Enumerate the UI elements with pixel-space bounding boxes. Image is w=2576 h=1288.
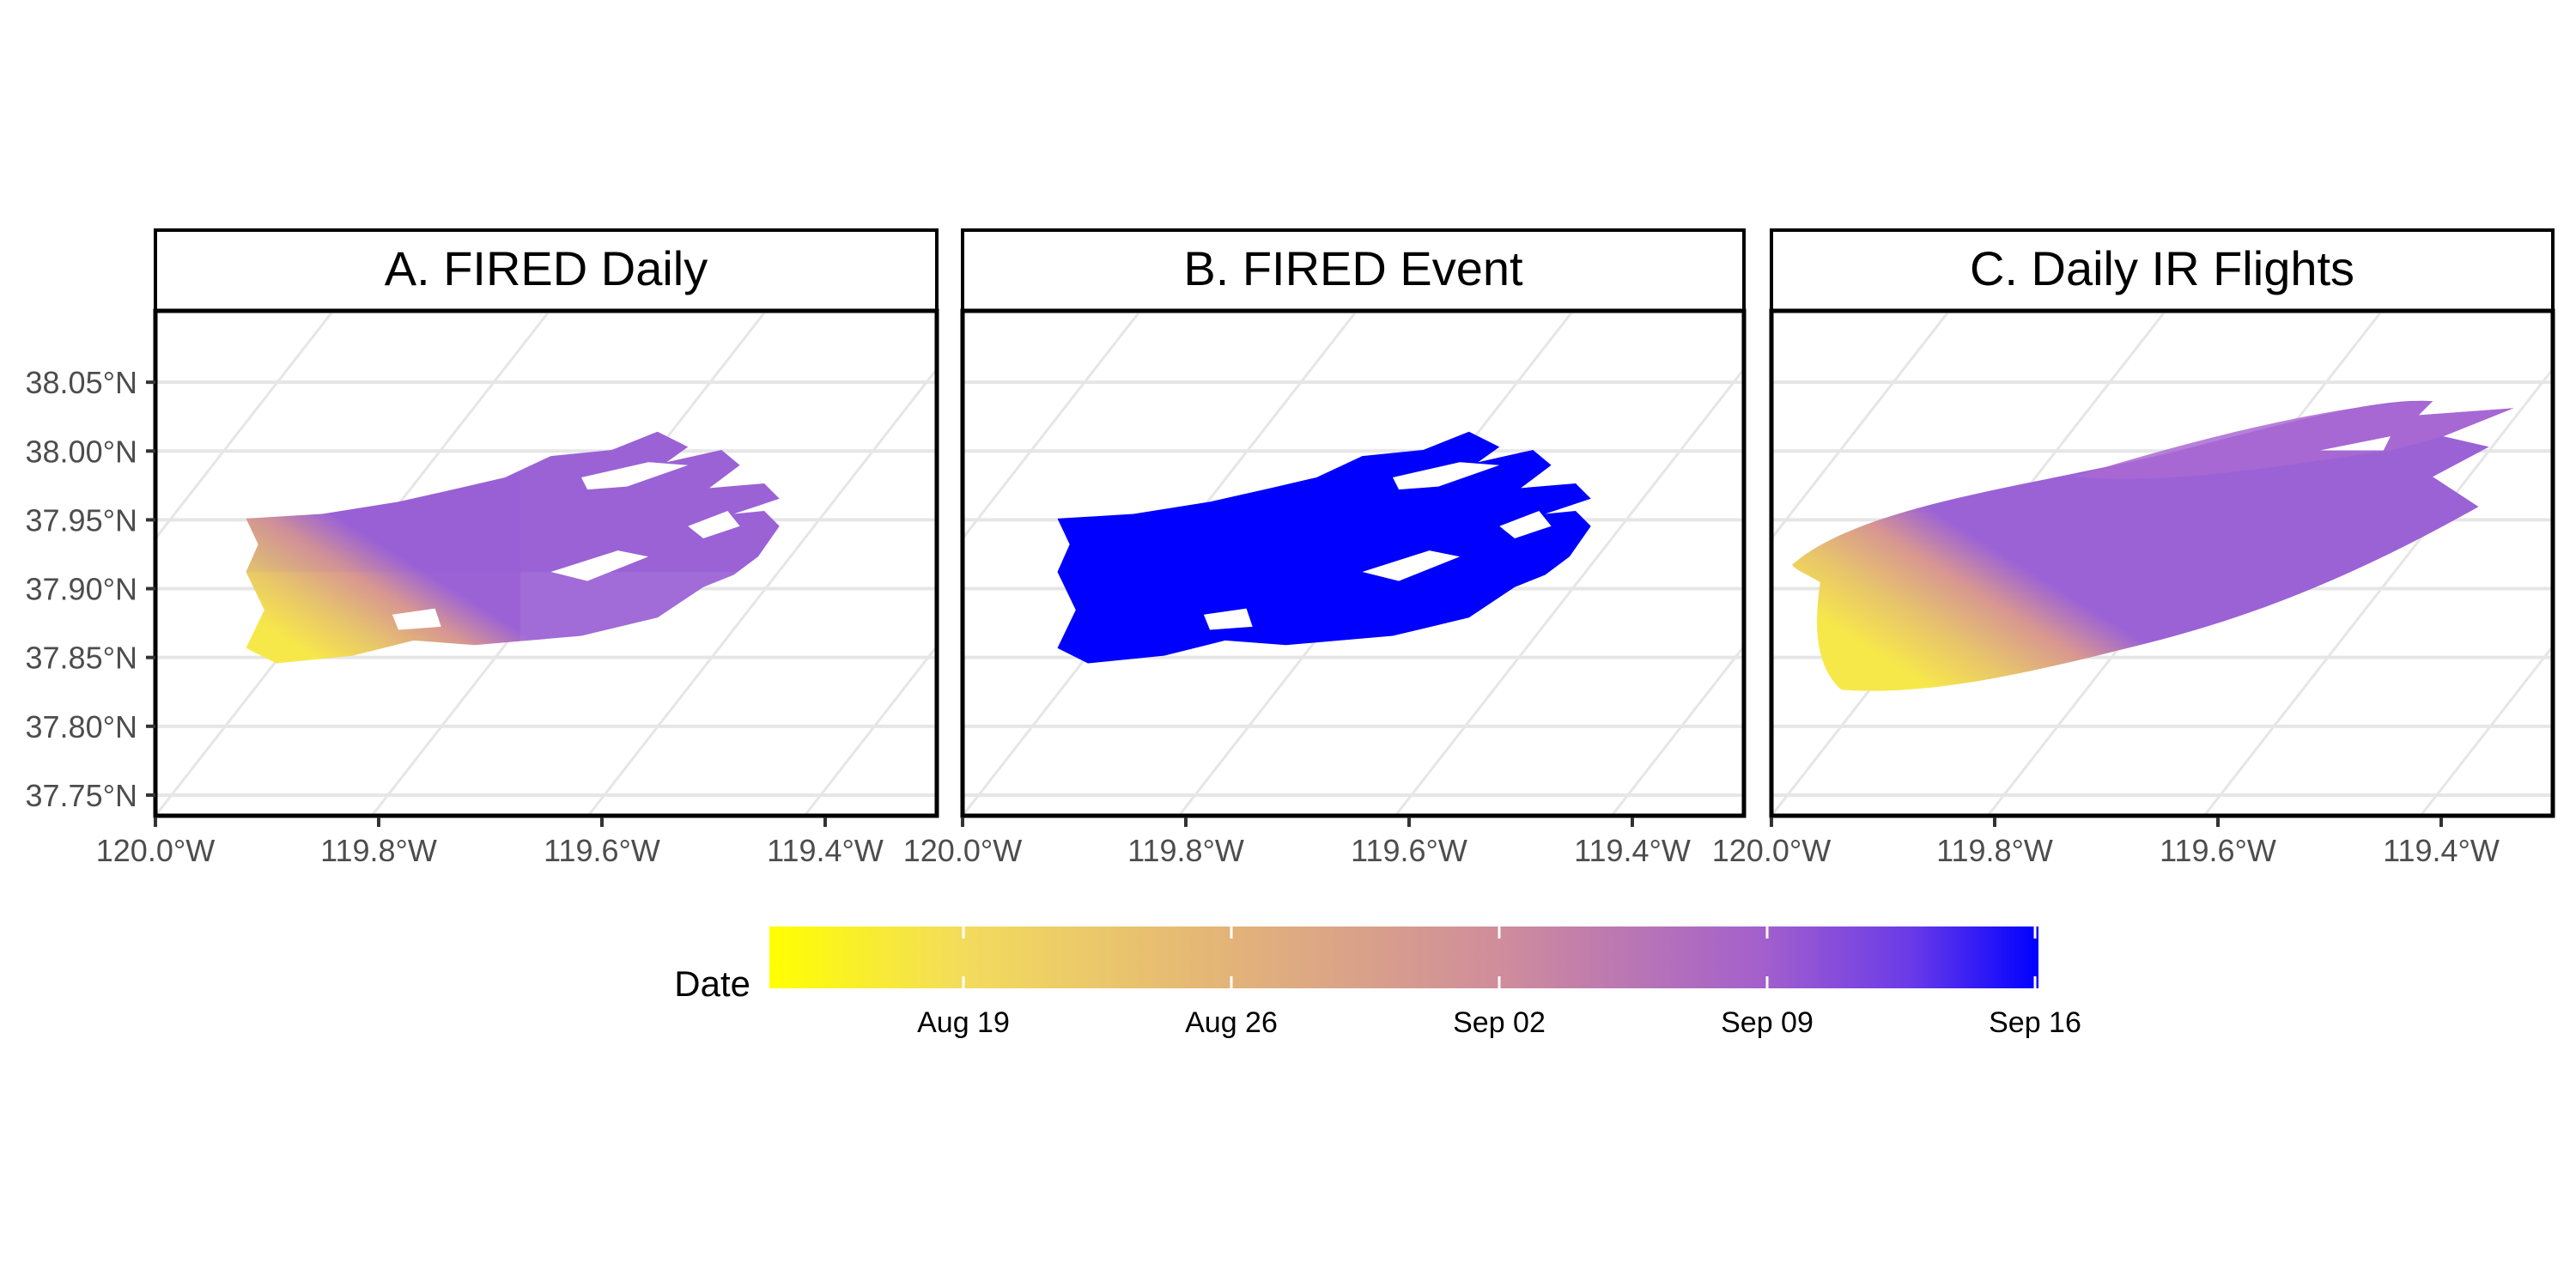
unburned-gap [2320, 436, 2391, 451]
longitude-axes: 120.0°W 119.8°W 119.6°W 119.4°W 120.0°W 119.8… [96, 817, 2500, 868]
unburned-gap [581, 462, 689, 490]
unburned-gap [392, 608, 441, 630]
ir-flight-perimeter [1792, 400, 2514, 691]
lon-gridline [1610, 644, 1744, 816]
lon-gridline [155, 313, 333, 541]
lat-tick-label: 37.85°N [26, 641, 137, 676]
lon-gridline [963, 313, 1140, 541]
lat-tick-label: 37.80°N [26, 709, 137, 744]
panel-b-title: B. FIRED Event [1183, 241, 1523, 295]
legend-title: Date [674, 963, 750, 1004]
legend-tick-label: Aug 19 [917, 1006, 1010, 1039]
lat-tick-label: 37.75°N [26, 778, 137, 813]
lon-tick-label: 119.8°W [1127, 833, 1244, 868]
event-perimeter [1057, 431, 1591, 664]
lon-tick-label: 120.0°W [1712, 833, 1831, 868]
lon-tick-label: 119.4°W [2383, 833, 2500, 868]
panel-a-plot [153, 308, 939, 818]
legend-tick-label: Aug 26 [1185, 1006, 1278, 1039]
unburned-gap [1203, 608, 1253, 630]
panel-a-title: A. FIRED Daily [385, 241, 708, 295]
lon-tick-label: 120.0°W [96, 833, 215, 868]
panel-c-plot [1769, 308, 2555, 818]
facet-strips: A. FIRED Daily B. FIRED Event C. Daily I… [154, 228, 2555, 313]
panel-a-frame [153, 308, 939, 818]
panel-a-fire-area [246, 431, 780, 664]
fire-perimeter [246, 431, 780, 664]
lon-gridline [1394, 367, 1744, 816]
lon-gridline [2477, 288, 2576, 816]
lon-tick-label: 119.6°W [544, 833, 660, 868]
panel-a-strip: A. FIRED Daily [154, 228, 939, 313]
lat-tick-label: 37.95°N [26, 502, 137, 538]
panel-c-frame [1769, 308, 2555, 818]
panel-c-strip: C. Daily IR Flights [1770, 228, 2555, 313]
lon-tick-label: 119.6°W [1351, 833, 1467, 868]
late-burn-region [2074, 401, 2514, 479]
unburned-gap [550, 550, 649, 581]
lon-tick-label: 120.0°W [903, 833, 1022, 868]
lat-tick-label: 37.90°N [26, 572, 137, 607]
fire-perimeter [1792, 400, 2514, 691]
legend-tick-label: Sep 02 [1453, 1006, 1546, 1039]
lon-gridline [2419, 644, 2553, 816]
lon-gridline [803, 644, 937, 816]
lat-tick-label: 38.05°N [26, 365, 137, 400]
lon-gridline [2202, 367, 2553, 816]
lon-tick-label: 119.4°W [767, 833, 884, 868]
daily-pixel-texture [246, 431, 780, 664]
legend-tick-label: Sep 16 [1989, 1006, 2081, 1039]
panel-b-strip: B. FIRED Event [961, 228, 1746, 313]
lon-tick-label: 119.8°W [1936, 833, 2053, 868]
legend-colorbar [769, 927, 2038, 988]
lon-tick-label: 119.8°W [320, 833, 437, 868]
lon-gridline [586, 367, 937, 816]
lon-tick-label: 119.4°W [1574, 833, 1691, 868]
panel-b-plot [960, 288, 2576, 818]
lon-tick-label: 119.6°W [2160, 833, 2276, 868]
date-legend: Date Aug 19 Aug 26 Sep 02 Sep 09 Sep 16 [674, 927, 2081, 1039]
lon-gridline [1771, 313, 1949, 541]
lat-tick-label: 38.00°N [26, 434, 137, 469]
legend-tick-label: Sep 09 [1721, 1006, 1814, 1039]
panel-b-frame [960, 308, 1747, 818]
unburned-gap [1393, 462, 1500, 490]
unburned-gap [1362, 550, 1461, 581]
unburned-gap [1499, 511, 1552, 538]
panel-c-title: C. Daily IR Flights [1970, 241, 2354, 295]
panel-b-fire-area [1057, 431, 1591, 664]
fire-perimeter [1057, 431, 1591, 664]
unburned-gap [688, 511, 740, 538]
legend-ticks: Aug 19 Aug 26 Sep 02 Sep 09 Sep 16 [917, 927, 2081, 1039]
panel-c-fire-area [1792, 400, 2514, 691]
latitude-axis: 38.05°N 38.00°N 37.95°N 37.90°N 37.85°N 37.80… [26, 365, 155, 813]
